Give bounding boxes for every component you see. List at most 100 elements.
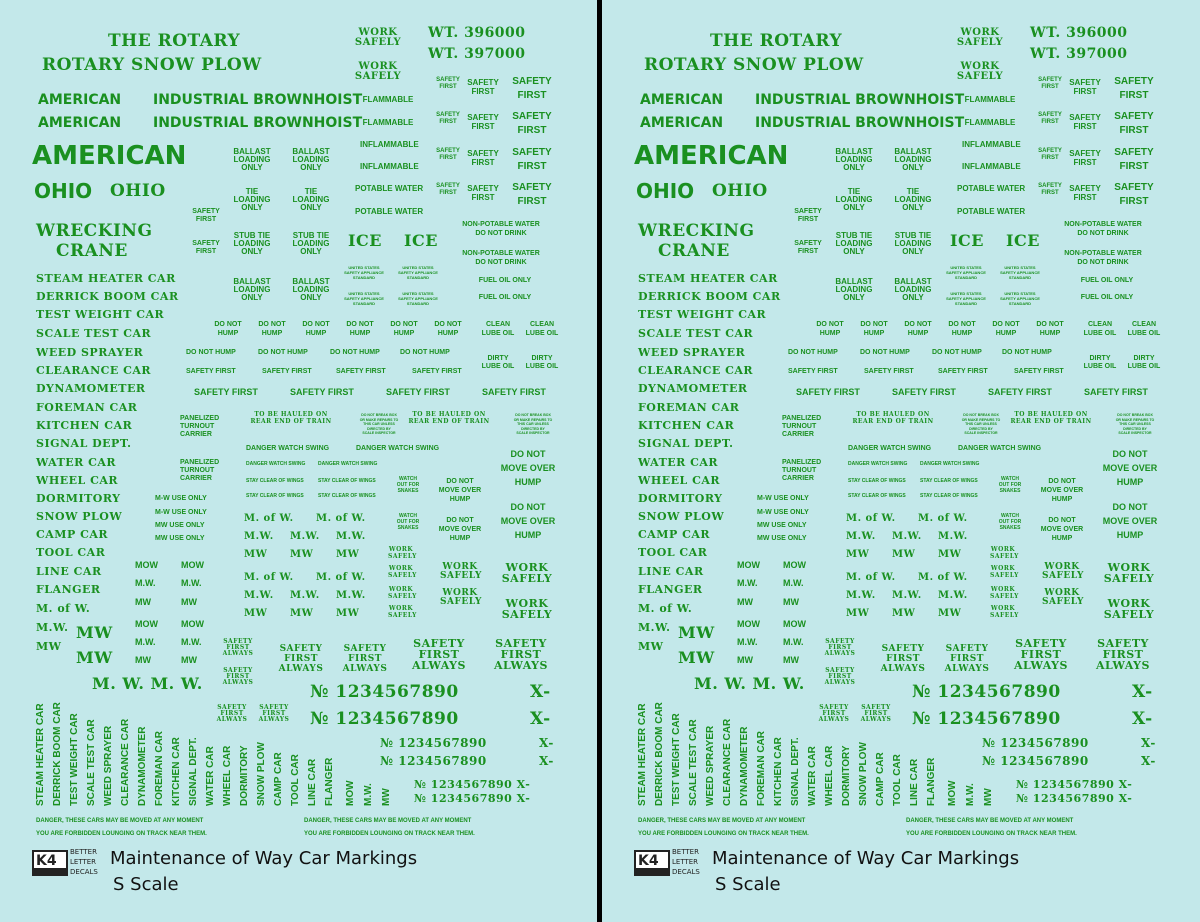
- label-sfa-large: ALWAYS: [490, 660, 552, 671]
- label-forbidden-line: YOU ARE FORBIDDEN LOUNGING ON TRACK NEAR…: [36, 831, 207, 837]
- label-fuel-oil-only: FUEL OIL ONLY: [470, 277, 540, 284]
- label-carrier: CARRIER: [180, 431, 212, 438]
- label-inflammable: INFLAMMABLE: [962, 163, 1018, 171]
- label-potable-water: POTABLE WATER: [957, 185, 1023, 193]
- label-move-over-large: MOVE OVER: [500, 464, 556, 473]
- label-mw-large: MW: [678, 650, 715, 666]
- label-do-not: DO NOT: [986, 321, 1026, 328]
- label-first-small: FIRST: [1038, 190, 1062, 196]
- label-crane: CRANE: [658, 243, 730, 260]
- label-first-med: FIRST: [1114, 162, 1154, 172]
- label-first: FIRST: [466, 194, 500, 202]
- label-hump: HUMP: [942, 330, 982, 337]
- label-vertical-car-name: LINE CAR: [910, 759, 920, 806]
- label-safely: SAFELY: [354, 72, 402, 82]
- label-forbidden-line: YOU ARE FORBIDDEN LOUNGING ON TRACK NEAR…: [906, 831, 1077, 837]
- label-mow: MW: [783, 656, 799, 665]
- label-watch-snakes: SNAKES: [994, 489, 1026, 494]
- label-mw-use-only: MW USE ONLY: [155, 522, 205, 529]
- label-safely-med: SAFELY: [1102, 573, 1156, 584]
- label-do-not: DO NOT: [1038, 517, 1086, 524]
- label-mw: MW: [846, 550, 869, 560]
- label-vertical-car-name: DYNAMOMETER: [138, 727, 148, 806]
- label-safety: SAFETY: [466, 185, 500, 193]
- label-m-w: M.W.: [892, 532, 922, 542]
- label-x-dash: X-: [530, 711, 551, 728]
- label-safety-first: SAFETY FIRST: [864, 368, 914, 375]
- label-safety: SAFETY: [188, 240, 224, 247]
- label-potable-water: POTABLE WATER: [957, 208, 1023, 216]
- car-name-label: TEST WEIGHT CAR: [36, 309, 164, 320]
- label-scale-notice: SCALE INSPECTOR: [1112, 432, 1158, 436]
- label-ice: ICE: [1006, 233, 1040, 249]
- label-lube-oil: LUBE OIL: [1124, 330, 1164, 337]
- label-vertical-car-name: CLEARANCE CAR: [121, 719, 131, 806]
- label-first: FIRST: [1068, 123, 1102, 131]
- label-lube-oil: LUBE OIL: [1080, 363, 1120, 370]
- car-name-label: SIGNAL DEPT.: [638, 438, 733, 449]
- label-move-over: MOVE OVER: [1038, 526, 1086, 533]
- label-mow: MW: [135, 656, 151, 665]
- label-us-safety: STANDARD: [946, 276, 986, 280]
- label-stay-clear: STAY CLEAR OF WINGS: [318, 494, 376, 499]
- label-mw-use-only: M-W USE ONLY: [155, 509, 207, 516]
- label-m-of-w: M. of W.: [244, 573, 294, 583]
- label-hump: HUMP: [340, 330, 380, 337]
- car-name-label: SIGNAL DEPT.: [36, 438, 131, 449]
- label-sfa-small: ALWAYS: [258, 717, 290, 723]
- label-move-over: MOVE OVER: [1038, 487, 1086, 494]
- label-sfa: FIRST: [944, 655, 990, 664]
- label-m-w: M.W.: [244, 532, 274, 542]
- label-sfa: SAFETY: [278, 645, 324, 654]
- label-stub-tie-loading-only: ONLY: [832, 248, 876, 256]
- label-sfa: ALWAYS: [944, 665, 990, 674]
- label-rear-end: REAR END OF TRAIN: [838, 419, 948, 425]
- label-hump-large: HUMP: [500, 478, 556, 487]
- label-stay-clear: STAY CLEAR OF WINGS: [246, 494, 304, 499]
- label-number-small: № 1234567890 X-: [414, 779, 530, 790]
- label-do-not-hump: DO NOT HUMP: [788, 349, 838, 356]
- label-x-dash: X-: [1132, 684, 1153, 701]
- label-industrial-brownhoist: INDUSTRIAL BROWNHOIST: [755, 93, 964, 107]
- car-name-label: WEED SPRAYER: [36, 347, 143, 358]
- car-name-label: DERRICK BOOM CAR: [638, 291, 781, 302]
- label-safety-first-med: SAFETY FIRST: [290, 388, 354, 397]
- label-do-not-hump: DO NOT HUMP: [932, 349, 982, 356]
- label-sfa: FIRST: [342, 655, 388, 664]
- label-move-over-large: MOVE OVER: [1102, 517, 1158, 526]
- label-carrier: CARRIER: [782, 475, 814, 482]
- car-name-label: WHEEL CAR: [36, 475, 118, 486]
- label-safety-small: SAFETY: [436, 183, 460, 189]
- label-m-of-w: M. of W.: [918, 573, 968, 583]
- label-hump: HUMP: [986, 330, 1026, 337]
- label-weight: WT. 397000: [1030, 47, 1128, 61]
- label-safety-med: SAFETY: [1114, 148, 1154, 158]
- label-ice: ICE: [404, 233, 438, 249]
- heading-the-rotary: THE ROTARY: [710, 33, 842, 50]
- label-safety: SAFETY: [466, 114, 500, 122]
- label-safety-first-med: SAFETY FIRST: [194, 388, 258, 397]
- car-name-label: DORMITORY: [36, 493, 121, 504]
- label-hump-large: HUMP: [500, 531, 556, 540]
- label-sfa: FIRST: [278, 655, 324, 664]
- label-safety: SAFETY: [790, 240, 826, 247]
- car-name-label: M.W.: [638, 622, 670, 633]
- label-do-not-large: DO NOT: [500, 450, 556, 459]
- label-vertical-car-name: SCALE TEST CAR: [87, 719, 97, 806]
- label-watch-snakes: SNAKES: [392, 489, 424, 494]
- label-m-of-w: M. of W.: [918, 514, 968, 524]
- label-mow: MOW: [181, 561, 204, 570]
- car-name-label: FLANGER: [36, 584, 101, 595]
- label-safety: SAFETY: [466, 79, 500, 87]
- label-sfa: SAFETY: [880, 645, 926, 654]
- label-safety: SAFETY: [1068, 185, 1102, 193]
- label-us-safety: STANDARD: [1000, 276, 1040, 280]
- label-first-small: FIRST: [436, 155, 460, 161]
- label-mow: MW: [783, 598, 799, 607]
- label-hump: HUMP: [810, 330, 850, 337]
- label-mow: MOW: [135, 620, 158, 629]
- label-m-w: M.W.: [846, 591, 876, 601]
- label-mw-large: MW: [76, 625, 113, 641]
- label-turnout: TURNOUT: [180, 467, 214, 474]
- sheet-scale: S Scale: [715, 874, 781, 895]
